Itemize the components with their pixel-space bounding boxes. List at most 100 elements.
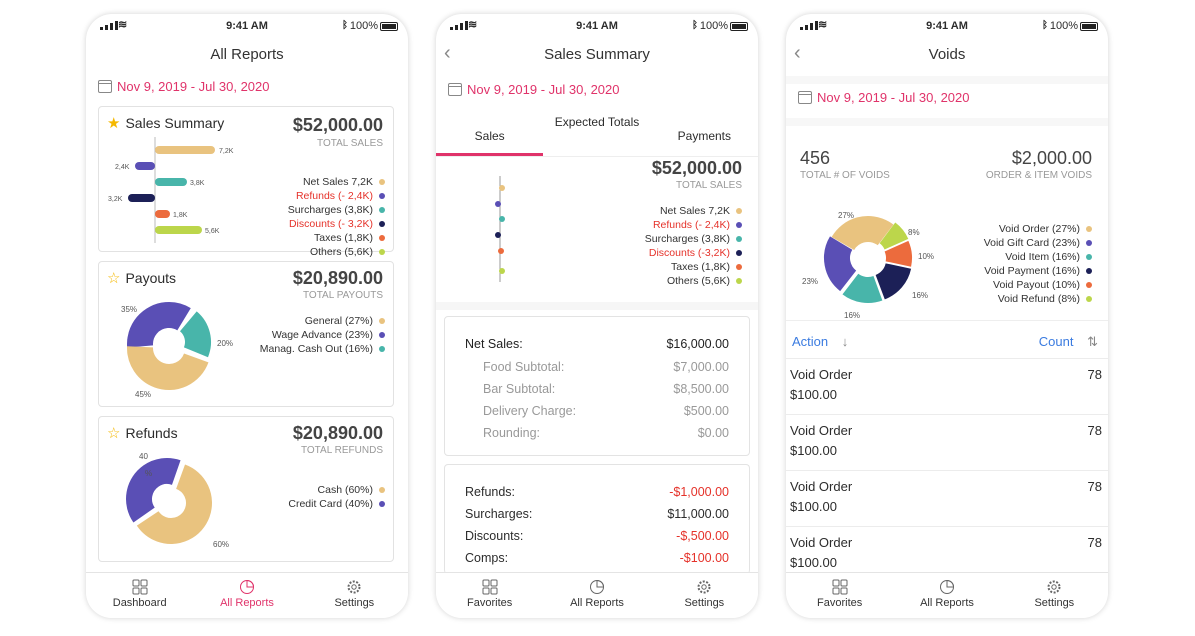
tab-label: Dashboard <box>112 597 167 609</box>
donut-segment <box>828 218 912 302</box>
legend-label: Void Item (16%) <box>1005 251 1080 263</box>
bar-others <box>155 226 202 234</box>
tab-settings[interactable]: Settings <box>1001 573 1108 618</box>
tab-all-reports[interactable]: All Reports <box>893 573 1000 618</box>
donut-segment <box>126 458 208 540</box>
wifi-icon: ≋ <box>468 19 478 31</box>
list-item[interactable]: Void Order $100.00 78 <box>786 414 1108 470</box>
legend-label: Others (5,6K) <box>309 246 373 258</box>
bar-refunds <box>135 162 155 170</box>
grid-icon <box>132 579 148 595</box>
pie-label: 10% <box>918 252 934 261</box>
tab-settings[interactable]: Settings <box>301 573 408 618</box>
battery-percent: 100% <box>699 20 728 32</box>
signal-icon <box>800 21 818 30</box>
page-title: Sales Summary <box>544 46 650 63</box>
legend-label: Others (5,6K) <box>666 275 730 287</box>
legend-dot <box>379 318 385 324</box>
sales-bar-chart: 7,2K 2,4K 3,8K 3,2K 1,8K 5,6K <box>108 137 234 243</box>
sort-action-label: Action <box>792 334 829 349</box>
sort-count-button[interactable]: Count ⇅ <box>1039 334 1098 350</box>
back-chevron-icon[interactable]: ‹ <box>444 42 451 64</box>
pie-label: 60% <box>213 540 229 549</box>
tab-sales[interactable]: Sales <box>436 110 544 156</box>
nav-bar: ‹ Voids <box>786 42 1108 72</box>
signal-icon <box>450 21 468 30</box>
legend-dot <box>379 235 385 241</box>
tab-expected-totals[interactable]: Expected Totals <box>554 115 640 129</box>
legend-label: Refunds (- 2,4K) <box>295 190 373 202</box>
bar-net-sales <box>155 146 215 154</box>
payouts-card[interactable]: ☆ Payouts $20,890.00 TOTAL PAYOUTS 35% 2… <box>98 261 394 407</box>
card-title: ☆ Payouts <box>107 269 176 287</box>
item-count: 78 <box>1087 367 1102 382</box>
rounding-row: Rounding: $0.00 <box>483 426 729 440</box>
tab-favorites[interactable]: Favorites <box>786 573 893 618</box>
date-range[interactable]: Nov 9, 2019 - Jul 30, 2020 <box>798 90 970 105</box>
list-item[interactable]: Void Order $100.00 78 <box>786 470 1108 526</box>
gear-icon <box>1047 580 1061 594</box>
tab-label: Settings <box>684 597 725 609</box>
void-count: 456 <box>800 148 831 168</box>
date-range[interactable]: Nov 9, 2019 - Jul 30, 2020 <box>98 79 270 94</box>
bar-label: 1,8K <box>173 212 188 219</box>
tab-favorites[interactable]: Favorites <box>436 573 543 618</box>
item-count: 78 <box>1087 535 1102 550</box>
bar-others <box>499 268 505 274</box>
item-price: $100.00 <box>790 499 837 514</box>
tab-settings[interactable]: Settings <box>651 573 758 618</box>
legend-dot <box>1086 240 1092 246</box>
item-name: Void Order <box>790 367 853 382</box>
back-chevron-icon[interactable]: ‹ <box>794 42 801 64</box>
total-sales-amount: $52,000.00 <box>292 115 383 135</box>
bar-surcharges <box>499 216 505 222</box>
discounts-row: Discounts: -$,500.00 <box>465 529 729 543</box>
legend-label: Taxes (1,8K) <box>671 261 730 273</box>
legend-label: General (27%) <box>304 315 373 327</box>
wifi-icon: ≋ <box>818 19 828 31</box>
tab-payments[interactable]: Payments <box>677 129 731 143</box>
tab-dashboard[interactable]: Dashboard <box>86 573 193 618</box>
legend-item: Credit Card (40%) <box>288 497 385 511</box>
pie-label: 16% <box>912 291 928 300</box>
section-divider <box>436 302 758 310</box>
legend-dot <box>379 346 385 352</box>
tab-all-reports[interactable]: All Reports <box>193 573 300 618</box>
tab-all-reports[interactable]: All Reports <box>543 573 650 618</box>
legend-item: Void Order (27%) <box>984 222 1092 236</box>
sales-summary-card[interactable]: ★ Sales Summary $52,000.00 TOTAL SALES 7… <box>98 106 394 258</box>
item-name: Void Order <box>790 479 853 494</box>
donut-segment <box>131 302 211 382</box>
grid-icon <box>482 579 498 595</box>
star-filled-icon[interactable]: ★ <box>107 115 121 132</box>
legend-dot <box>379 207 385 213</box>
list-item[interactable]: Void Order $100.00 78 <box>786 358 1108 414</box>
row-label: Rounding: <box>483 426 540 440</box>
donut-segment <box>828 214 912 298</box>
list-item[interactable]: Void Order $100.00 78 <box>786 526 1108 582</box>
voids-legend: Void Order (27%) Void Gift Card (23%) Vo… <box>984 222 1092 306</box>
payouts-donut: 35% 20% 45% <box>121 301 233 399</box>
page-title: All Reports <box>210 46 284 63</box>
refunds-card[interactable]: ☆ Refunds $20,890.00 TOTAL REFUNDS 40 % … <box>98 416 394 562</box>
tab-label: Favorites <box>817 597 863 609</box>
star-outline-icon[interactable]: ☆ <box>107 270 121 287</box>
bar-label: 7,2K <box>219 148 234 155</box>
date-range[interactable]: Nov 9, 2019 - Jul 30, 2020 <box>448 82 620 97</box>
row-value: -$,500.00 <box>676 529 729 543</box>
phone-sales-summary: ≋ 9:41 AM ᛒ 100% ‹ Sales Summary Nov 9, … <box>436 14 758 618</box>
total-refunds-amount: $20,890.00 <box>292 423 383 443</box>
row-label: Discounts: <box>465 529 524 543</box>
star-outline-icon[interactable]: ☆ <box>107 425 121 442</box>
bar-taxes <box>498 248 504 254</box>
bar-discounts <box>495 232 501 238</box>
sort-action-button[interactable]: Action ↓ <box>792 334 848 349</box>
bar-refunds <box>495 201 501 207</box>
legend-item: Discounts (-3,2K) <box>645 246 742 260</box>
pie-label: 8% <box>908 228 920 237</box>
date-range-text: Nov 9, 2019 - Jul 30, 2020 <box>817 90 970 105</box>
legend-item: Taxes (1,8K) <box>645 260 742 274</box>
legend-item: Taxes (1,8K) <box>288 231 385 245</box>
legend-dot <box>736 278 742 284</box>
nav-bar: All Reports <box>86 42 408 72</box>
